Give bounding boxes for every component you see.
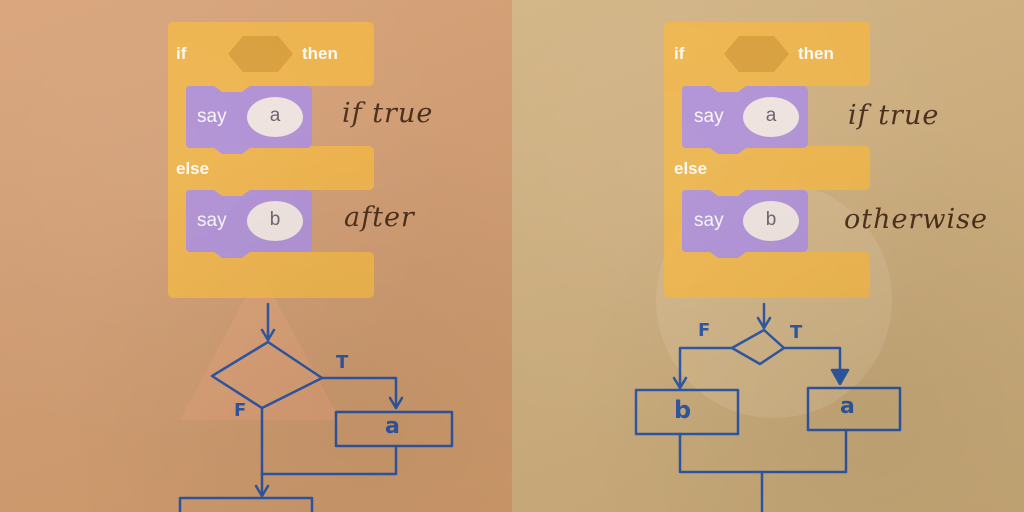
note-otherwise: otherwise bbox=[844, 204, 988, 235]
say-b-oval bbox=[743, 201, 799, 241]
false-label: F bbox=[234, 400, 247, 421]
merge-line bbox=[260, 444, 398, 476]
false-branch-line bbox=[678, 346, 734, 388]
box-a-label: a bbox=[840, 394, 855, 419]
false-label: F bbox=[698, 320, 711, 341]
if-label: if bbox=[176, 44, 187, 63]
decision-diamond bbox=[730, 328, 786, 366]
note-if-true: if true bbox=[342, 98, 434, 129]
say-b-oval bbox=[247, 201, 303, 241]
say-b-label: say bbox=[197, 210, 227, 231]
true-label: T bbox=[336, 352, 349, 373]
true-arrowhead bbox=[830, 368, 850, 386]
entry-arrowhead bbox=[260, 328, 276, 342]
box-a bbox=[334, 410, 454, 448]
true-arrowhead bbox=[388, 396, 404, 410]
next-box bbox=[178, 496, 314, 512]
condition-slot bbox=[228, 36, 293, 72]
right-panel: if then else say a say b if true otherwi… bbox=[512, 0, 1024, 512]
if-else-c-block bbox=[168, 22, 374, 298]
say-a-oval bbox=[743, 97, 799, 137]
else-label: else bbox=[176, 159, 210, 178]
say-b-arg[interactable]: b bbox=[765, 209, 777, 230]
left-panel: if then else say a say b if true after T… bbox=[0, 0, 512, 512]
flowchart-branching bbox=[634, 302, 902, 512]
if-else-c-block bbox=[664, 22, 870, 298]
note-after: after bbox=[344, 202, 415, 233]
then-label: then bbox=[798, 44, 834, 63]
condition-slot bbox=[724, 36, 789, 72]
merge-line bbox=[678, 428, 848, 474]
say-a-arg[interactable]: a bbox=[765, 105, 777, 126]
entry-arrowhead bbox=[756, 316, 772, 330]
note-if-true: if true bbox=[848, 100, 940, 131]
box-a bbox=[806, 386, 902, 432]
decision-diamond bbox=[210, 340, 324, 410]
false-arrowhead bbox=[672, 376, 688, 390]
else-label: else bbox=[674, 159, 708, 178]
true-label: T bbox=[790, 322, 803, 343]
if-label: if bbox=[674, 44, 685, 63]
say-b-label: say bbox=[694, 210, 724, 231]
then-label: then bbox=[302, 44, 338, 63]
false-arrowhead bbox=[254, 484, 270, 498]
say-b-arg[interactable]: b bbox=[269, 209, 281, 230]
if-else-block[interactable] bbox=[512, 0, 1024, 512]
true-branch-line bbox=[320, 376, 398, 408]
say-a-label: say bbox=[197, 106, 227, 127]
box-b bbox=[634, 388, 740, 436]
say-a-label: say bbox=[694, 106, 724, 127]
say-a-arg[interactable]: a bbox=[269, 105, 281, 126]
say-a-oval bbox=[247, 97, 303, 137]
flowchart-sequential bbox=[178, 302, 454, 512]
box-b-label: b bbox=[674, 396, 692, 424]
true-branch-line bbox=[782, 346, 842, 382]
box-a-label: a bbox=[385, 414, 400, 439]
